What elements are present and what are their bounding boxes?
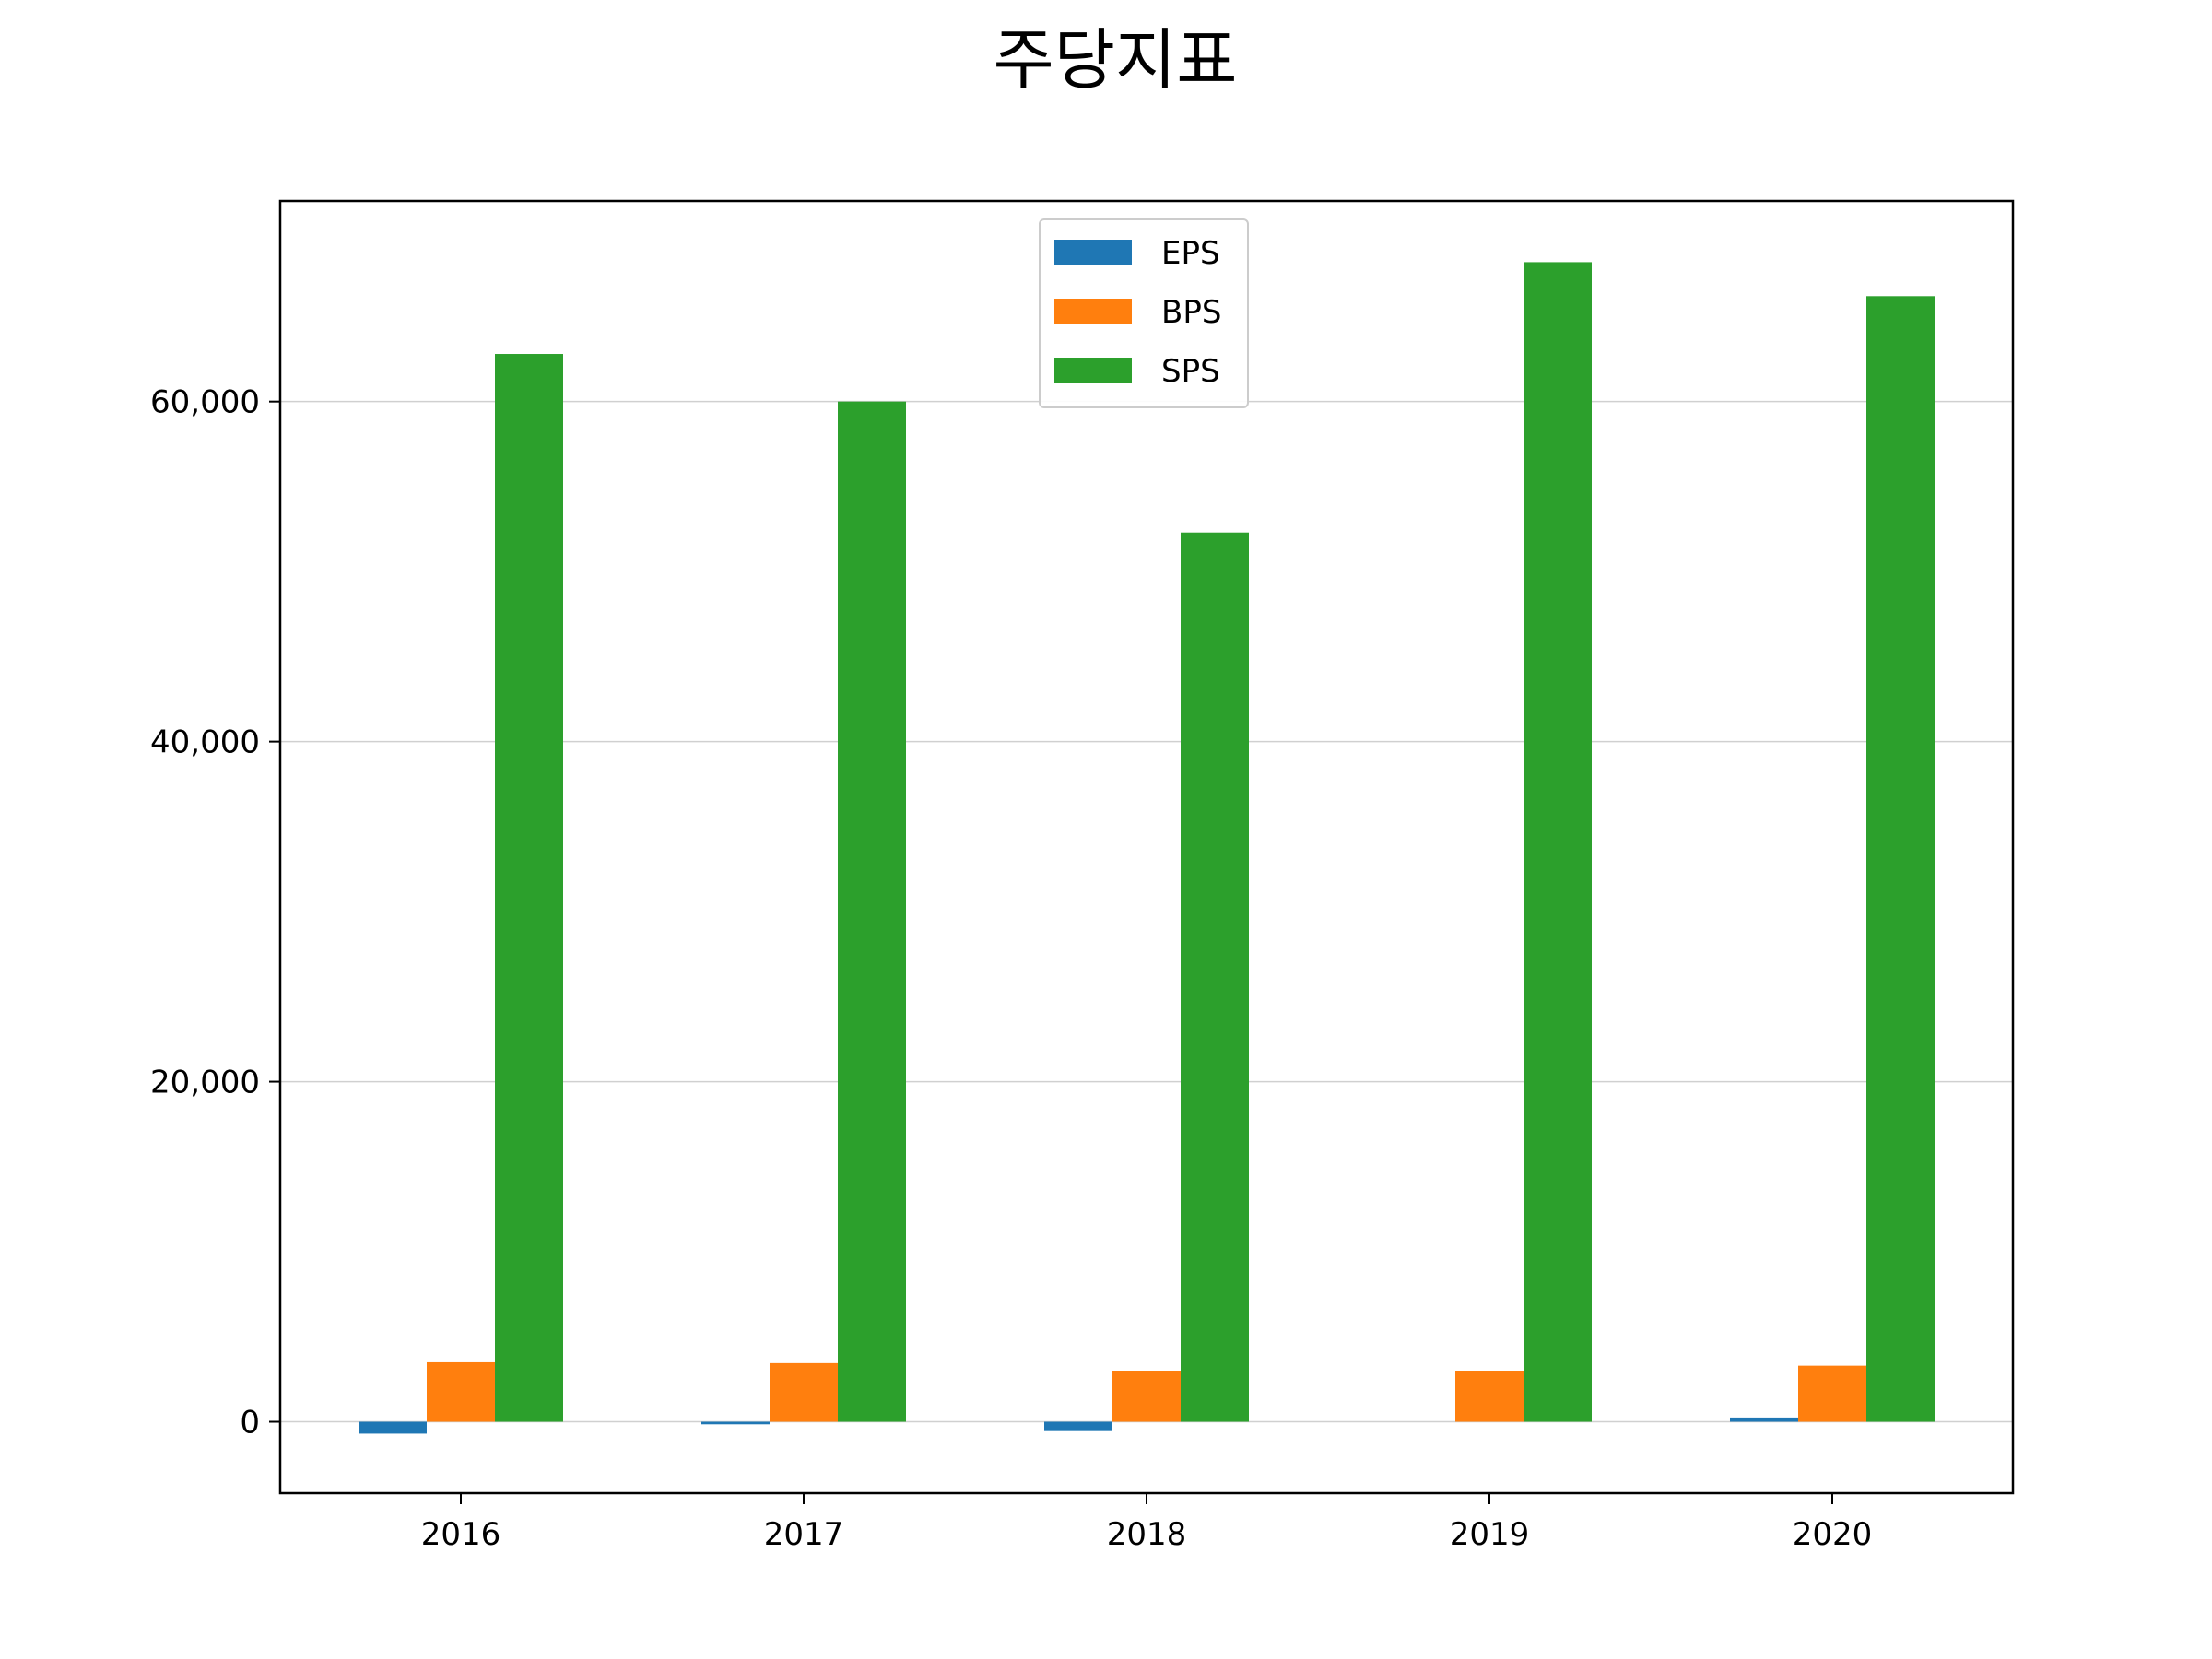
chart-title: 주당지표 — [994, 21, 1238, 99]
bar-sps-2019 — [1524, 262, 1592, 1422]
y-tick-label-0: 0 — [240, 1405, 260, 1441]
legend-swatch-sps — [1054, 358, 1132, 383]
bar-bps-2018 — [1112, 1371, 1181, 1422]
legend: EPS BPS SPS — [1039, 218, 1249, 408]
bar-bps-2017 — [770, 1362, 838, 1422]
bars — [359, 262, 1935, 1434]
bar-eps-2020 — [1730, 1417, 1798, 1422]
y-axis: 0 20,000 40,000 60,000 — [150, 384, 280, 1441]
legend-swatch-bps — [1054, 299, 1132, 324]
bar-bps-2016 — [427, 1361, 495, 1422]
bar-bps-2019 — [1455, 1371, 1524, 1422]
bar-sps-2020 — [1866, 296, 1935, 1422]
bar-sps-2017 — [838, 401, 906, 1422]
y-tick-label-1: 20,000 — [150, 1065, 260, 1101]
y-tick-label-3: 60,000 — [150, 384, 260, 421]
x-axis: 2016 2017 2018 2019 2020 — [421, 1493, 1873, 1553]
x-tick-label-2018: 2018 — [1107, 1516, 1187, 1553]
bar-eps-2018 — [1044, 1421, 1112, 1431]
bar-sps-2016 — [495, 354, 563, 1422]
y-tick-label-2: 40,000 — [150, 724, 260, 761]
bar-bps-2020 — [1798, 1365, 1866, 1422]
bar-sps-2018 — [1181, 532, 1249, 1422]
legend-label-sps: SPS — [1161, 353, 1220, 390]
x-tick-label-2017: 2017 — [764, 1516, 844, 1553]
bar-eps-2016 — [359, 1421, 427, 1434]
legend-label-eps: EPS — [1161, 235, 1220, 272]
legend-swatch-eps — [1054, 240, 1132, 265]
bar-eps-2017 — [701, 1421, 770, 1425]
x-tick-label-2020: 2020 — [1793, 1516, 1873, 1553]
x-tick-label-2019: 2019 — [1450, 1516, 1530, 1553]
x-tick-label-2016: 2016 — [421, 1516, 501, 1553]
legend-label-bps: BPS — [1161, 294, 1221, 331]
